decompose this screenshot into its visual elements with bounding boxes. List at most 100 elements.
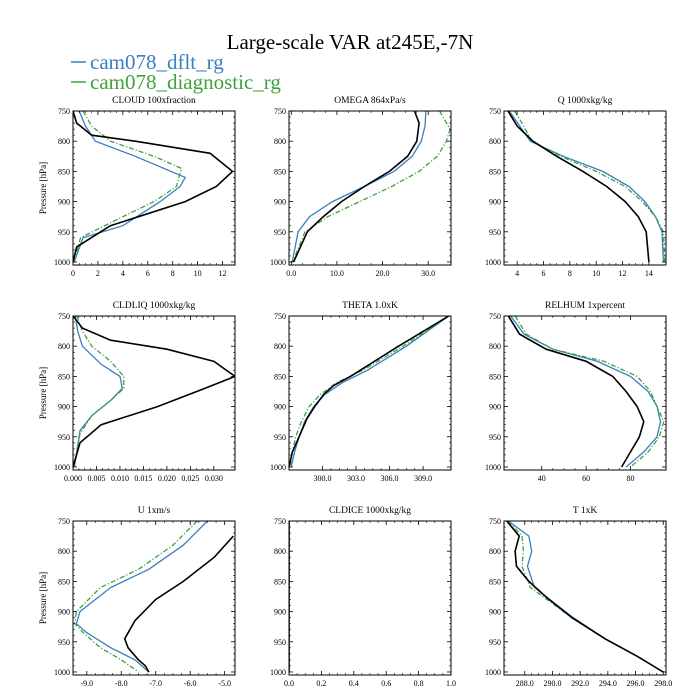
x-tick-label: 8 [568, 269, 572, 278]
x-tick-label: -8.0 [115, 679, 128, 688]
series-line [506, 521, 664, 673]
y-tick-label: 850 [489, 372, 501, 381]
panel-title: CLDICE 1000xkg/kg [329, 506, 411, 516]
x-tick-label: 296.0 [627, 679, 645, 688]
x-tick-label: 6 [146, 269, 150, 278]
y-tick-label: 1000 [270, 463, 286, 472]
x-tick-label: -7.0 [149, 679, 162, 688]
panel-title: Q 1000xkg/kg [558, 96, 613, 106]
y-tick-label: 900 [489, 608, 501, 617]
y-tick-label: 850 [58, 167, 70, 176]
plot-frame [72, 520, 236, 676]
y-tick-label: 1000 [270, 668, 286, 677]
y-tick-label: 1000 [54, 463, 70, 472]
x-tick-label: 10 [592, 269, 600, 278]
x-tick-label: 0.010 [111, 474, 129, 483]
series-line [514, 316, 665, 468]
y-tick-label: 950 [489, 638, 501, 647]
panel-title: RELHUM 1xpercent [545, 301, 625, 311]
y-tick-label: 850 [58, 577, 70, 586]
y-tick-label: 950 [58, 433, 70, 442]
y-tick-label: 900 [274, 198, 286, 207]
plot-frame [288, 520, 452, 676]
plot-frame [72, 315, 236, 471]
series-line [73, 111, 183, 263]
y-tick-label: 950 [58, 638, 70, 647]
x-tick-label: 292.0 [571, 679, 589, 688]
y-tick-label: 850 [274, 577, 286, 586]
legend-label-diagnostic: cam078_diagnostic_rg [90, 70, 281, 94]
y-tick-label: 950 [274, 433, 286, 442]
panel-0: CLOUD 100xfraction Pressure [hPa] 750 800 85… [38, 95, 236, 278]
y-tick-label: 1000 [485, 463, 501, 472]
x-tick-label: 0.2 [316, 679, 326, 688]
y-tick-label: 750 [274, 107, 286, 116]
series-line [507, 521, 664, 673]
plot-frame [72, 110, 236, 266]
x-tick-label: 290.0 [543, 679, 561, 688]
panel-title: THETA 1.0xK [342, 301, 398, 311]
series-line [507, 521, 664, 673]
y-tick-label: 800 [274, 547, 286, 556]
x-tick-label: 0.005 [87, 474, 105, 483]
plot-frame [288, 315, 452, 471]
x-tick-label: 306.0 [381, 474, 399, 483]
y-tick-label: 800 [274, 342, 286, 351]
y-tick-label: 750 [58, 107, 70, 116]
y-axis-label: Pressure [hPa] [38, 162, 48, 214]
y-tick-label: 800 [58, 137, 70, 146]
y-tick-label: 1000 [485, 258, 501, 267]
x-tick-label: 1.0 [446, 679, 456, 688]
x-tick-label: 10 [194, 269, 202, 278]
x-tick-label: 0.030 [205, 474, 223, 483]
figure-title: Large-scale VAR at245E,-7N [227, 30, 474, 54]
y-tick-label: 1000 [485, 668, 501, 677]
series-line [289, 316, 450, 468]
y-tick-label: 750 [489, 517, 501, 526]
x-tick-label: 0.8 [414, 679, 424, 688]
x-tick-label: 10.0 [330, 269, 344, 278]
panel-5: RELHUM 1xpercent 750 800 850 900 950 1000 40 60 8… [485, 301, 667, 483]
y-tick-label: 750 [489, 312, 501, 321]
y-tick-label: 750 [489, 107, 501, 116]
x-tick-label: 0 [71, 269, 75, 278]
y-tick-label: 800 [489, 342, 501, 351]
x-tick-label: 2 [96, 269, 100, 278]
x-tick-label: 309.0 [414, 474, 432, 483]
series-line [292, 111, 451, 263]
x-tick-label: 0.025 [181, 474, 199, 483]
y-tick-label: 750 [58, 517, 70, 526]
y-axis-label: Pressure [hPa] [38, 367, 48, 419]
panel-title: CLOUD 100xfraction [112, 95, 196, 106]
y-tick-label: 900 [58, 403, 70, 412]
panels: CLOUD 100xfraction Pressure [hPa] 750 800 85… [38, 95, 672, 688]
x-tick-label: 300.0 [314, 474, 332, 483]
x-tick-label: 0.0 [284, 679, 294, 688]
x-tick-label: 303.0 [347, 474, 365, 483]
x-tick-label: 0.000 [64, 474, 82, 483]
x-tick-label: 30.0 [421, 269, 435, 278]
panel-8: T 1xK 750 800 850 900 950 1000 288.0 290.0 292.0 2… [485, 506, 672, 688]
series-line [507, 316, 645, 468]
y-tick-label: 900 [274, 608, 286, 617]
y-tick-label: 900 [489, 198, 501, 207]
series-line [73, 316, 235, 468]
series-line [291, 111, 427, 263]
series-line [75, 521, 208, 673]
panel-title: OMEGA 864xPa/s [334, 96, 406, 106]
x-tick-label: 14 [645, 269, 653, 278]
y-tick-label: 800 [489, 547, 501, 556]
series-line [292, 111, 420, 263]
panel-7: CLDICE 1000xkg/kg 750 800 850 900 950 1000 0.0 0… [270, 506, 456, 688]
x-tick-label: 0.015 [134, 474, 152, 483]
series-line [123, 535, 234, 673]
series-line [74, 521, 198, 673]
y-tick-label: 950 [58, 228, 70, 237]
plot-frame [503, 315, 667, 471]
y-tick-label: 850 [58, 372, 70, 381]
x-tick-label: 4 [515, 269, 519, 278]
x-tick-label: 60 [582, 474, 590, 483]
legend: cam078_dflt_rg cam078_diagnostic_rg [71, 50, 281, 94]
series-line [508, 111, 665, 263]
